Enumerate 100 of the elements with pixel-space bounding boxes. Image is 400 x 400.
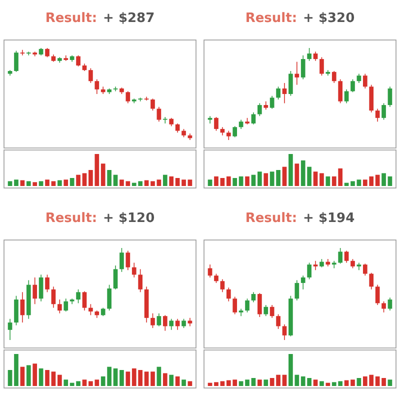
- bar: [32, 364, 38, 386]
- bar: [282, 374, 287, 386]
- bar: [38, 368, 44, 386]
- bar: [156, 366, 162, 386]
- bar: [320, 173, 324, 186]
- candlestick: [150, 312, 155, 328]
- bar: [375, 376, 380, 386]
- bar: [388, 176, 392, 186]
- bar: [175, 376, 180, 386]
- bar: [294, 164, 300, 186]
- candlestick: [14, 50, 18, 72]
- bar: [214, 382, 218, 386]
- bar: [156, 180, 162, 186]
- bar: [188, 381, 192, 386]
- bar: [51, 372, 56, 386]
- bar: [144, 372, 149, 386]
- chart-subtitle: + $194: [303, 211, 355, 226]
- candlestick: [126, 250, 130, 270]
- bar: [320, 381, 324, 386]
- candlestick: [276, 86, 280, 100]
- candlestick: [332, 70, 336, 84]
- bar: [26, 365, 31, 386]
- candlestick: [375, 108, 380, 122]
- candlestick: [58, 299, 62, 314]
- candlestick: [294, 61, 300, 86]
- bar: [326, 382, 330, 386]
- candlestick: [88, 304, 93, 316]
- candlestick: [156, 312, 162, 327]
- candlestick: [251, 292, 256, 303]
- bar: [238, 381, 244, 386]
- candlestick: [45, 274, 50, 293]
- candlestick: [162, 314, 168, 332]
- bar: [150, 372, 155, 386]
- bar: [64, 180, 68, 186]
- bar: [264, 173, 268, 186]
- bar: [82, 380, 87, 386]
- bar: [220, 381, 225, 386]
- candlestick: [214, 116, 218, 132]
- candlestick: [282, 82, 287, 104]
- candlestick: [76, 289, 80, 304]
- candlestick: [88, 68, 93, 84]
- bar: [169, 176, 174, 186]
- bar: [288, 154, 293, 186]
- bar: [20, 366, 25, 386]
- bar: [326, 176, 330, 186]
- candlestick: [362, 263, 368, 276]
- bar: [26, 181, 31, 186]
- bar: [226, 176, 231, 186]
- bar: [175, 178, 180, 186]
- candlestick: [344, 89, 349, 104]
- candlestick: [51, 286, 56, 308]
- candlestick: [214, 273, 218, 284]
- bar: [8, 181, 12, 186]
- bar: [82, 173, 87, 186]
- bar: [356, 180, 362, 186]
- candlestick: [313, 260, 318, 270]
- bar: [32, 182, 38, 186]
- bar: [45, 370, 50, 386]
- candlestick: [162, 116, 168, 124]
- bar: [258, 172, 262, 186]
- candlestick: [220, 278, 225, 293]
- candlestick: [307, 48, 312, 62]
- candlestick: [362, 73, 368, 89]
- candlestick: [156, 106, 162, 122]
- bar: [188, 180, 192, 186]
- bar: [20, 180, 25, 186]
- bar: [344, 380, 349, 386]
- bar: [113, 368, 118, 386]
- bar: [150, 181, 155, 186]
- bar: [45, 180, 50, 186]
- candlestick: [369, 272, 374, 290]
- bar: [375, 174, 380, 186]
- chart-title: Result:: [45, 211, 98, 226]
- bar: [100, 164, 106, 186]
- candlestick: [76, 54, 80, 67]
- bar: [214, 176, 218, 186]
- candlestick: [208, 116, 212, 124]
- bar: [126, 372, 130, 386]
- chart-title: Result:: [245, 11, 298, 26]
- bar: [251, 174, 256, 186]
- bar: [58, 180, 62, 186]
- candlestick: [64, 298, 68, 312]
- bar: [169, 374, 174, 386]
- bar: [313, 172, 318, 186]
- bar: [51, 181, 56, 186]
- bar: [382, 173, 386, 186]
- candlestick: [45, 48, 50, 58]
- candlestick: [232, 126, 238, 138]
- bar: [182, 180, 186, 186]
- candlestick: [264, 304, 268, 316]
- bar: [162, 373, 168, 386]
- bar: [220, 178, 225, 186]
- bar: [251, 378, 256, 386]
- candlestick: [258, 102, 262, 116]
- candlestick: [175, 123, 180, 134]
- candlestick: [232, 296, 238, 315]
- candlestick: [8, 318, 12, 340]
- candlestick: [245, 298, 250, 313]
- candlestick: [26, 51, 31, 56]
- bar: [258, 380, 262, 386]
